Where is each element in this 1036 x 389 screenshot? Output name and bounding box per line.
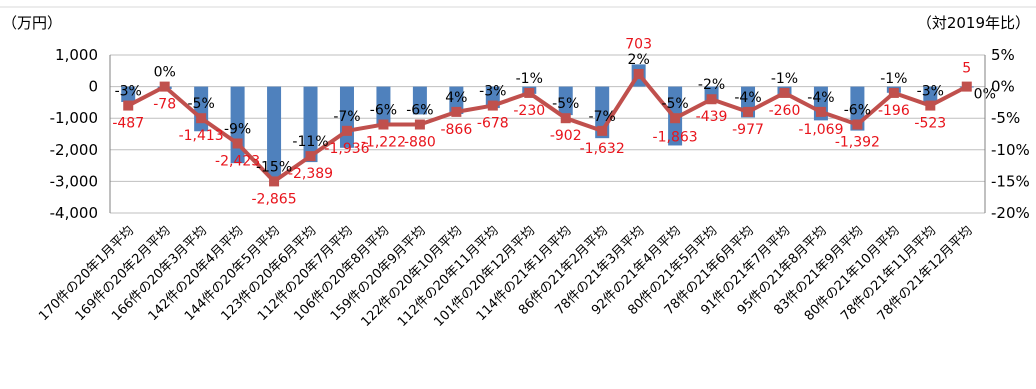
line-marker xyxy=(378,119,389,130)
bar xyxy=(303,86,318,163)
line-data-label: -6% xyxy=(370,103,397,119)
line-marker xyxy=(633,68,644,79)
line-data-label: -7% xyxy=(333,109,360,125)
line-data-label: -4% xyxy=(807,90,834,106)
left-tick-label: -3,000 xyxy=(50,172,98,190)
bar-data-label: -2,865 xyxy=(251,191,296,207)
right-tick-label: 5% xyxy=(991,46,1015,64)
line-marker xyxy=(925,100,936,111)
line-data-label: -7% xyxy=(589,109,616,125)
line-marker xyxy=(196,113,207,124)
bar-data-label: -78 xyxy=(153,97,176,113)
line-marker xyxy=(524,87,535,98)
line-marker xyxy=(341,125,352,136)
bar-data-label: 5 xyxy=(962,61,971,77)
bar-data-label: -523 xyxy=(914,116,946,132)
line-data-label: -9% xyxy=(224,121,251,137)
bar-data-label: -1,936 xyxy=(324,141,369,157)
bar xyxy=(267,86,282,178)
right-tick-label: -10% xyxy=(991,141,1030,159)
bar-data-label: -1,222 xyxy=(361,135,406,151)
line-data-label: -5% xyxy=(552,96,579,112)
line-marker xyxy=(305,151,316,162)
line-marker xyxy=(159,81,170,92)
yoy-line xyxy=(127,71,968,184)
line-marker xyxy=(670,113,681,124)
line-marker xyxy=(487,100,498,111)
line-data-label: -2% xyxy=(698,77,725,93)
line-marker xyxy=(123,100,134,111)
line-marker xyxy=(560,113,571,124)
bar-data-label: -1,413 xyxy=(179,128,224,144)
left-tick-label: 0 xyxy=(88,78,98,96)
line-marker xyxy=(815,106,826,117)
line-data-label: -3% xyxy=(115,84,142,100)
line-marker xyxy=(451,106,462,117)
bar xyxy=(412,86,427,115)
line-marker xyxy=(779,87,790,98)
left-tick-label: -2,000 xyxy=(50,141,98,159)
left-tick-label: 1,000 xyxy=(55,46,98,64)
bar-data-label: -1,863 xyxy=(653,129,698,145)
line-data-label: -11% xyxy=(292,134,328,150)
line-data-label: 4% xyxy=(445,90,467,106)
line-data-label: -5% xyxy=(188,96,215,112)
line-marker xyxy=(597,125,608,136)
right-tick-label: -15% xyxy=(991,172,1030,190)
bar-data-label: -902 xyxy=(550,128,582,144)
line-marker xyxy=(743,106,754,117)
left-axis-unit: （万円） xyxy=(2,14,62,32)
line-data-label: -15% xyxy=(256,159,292,175)
bar-data-label: 703 xyxy=(625,36,652,52)
line-marker xyxy=(888,87,899,98)
bar-data-label: -439 xyxy=(696,109,728,125)
line-data-label: -4% xyxy=(734,90,761,106)
line-data-label: -3% xyxy=(917,84,944,100)
bar xyxy=(923,86,938,104)
bar-data-label: -2,423 xyxy=(215,153,260,169)
left-tick-label: -1,000 xyxy=(50,109,98,127)
bar-data-label: -487 xyxy=(112,116,144,132)
line-marker xyxy=(414,119,425,130)
line-marker xyxy=(269,176,280,187)
bar-data-label: -230 xyxy=(513,103,545,119)
left-tick-label: -4,000 xyxy=(50,204,98,222)
line-data-label: -1% xyxy=(516,71,543,87)
right-tick-label: -5% xyxy=(991,109,1020,127)
line-data-label: -1% xyxy=(880,71,907,87)
line-marker xyxy=(232,138,243,149)
right-tick-label: 0% xyxy=(991,78,1015,96)
bar xyxy=(558,86,573,116)
bar-data-label: -260 xyxy=(769,103,801,119)
bar-data-label: -1,392 xyxy=(835,135,880,151)
bar xyxy=(121,86,136,102)
line-data-label: -6% xyxy=(406,103,433,119)
right-axis-unit: （対2019年比） xyxy=(917,14,1030,32)
line-data-label: 0% xyxy=(154,65,176,81)
line-data-label: -3% xyxy=(479,84,506,100)
bar-data-label: -866 xyxy=(440,122,472,138)
line-data-label: -5% xyxy=(661,96,688,112)
bar-data-label: -880 xyxy=(404,135,436,151)
bar-data-label: -2,389 xyxy=(288,166,333,182)
line-marker xyxy=(706,94,717,105)
line-marker xyxy=(961,81,972,92)
bar-data-label: -678 xyxy=(477,116,509,132)
line-data-label: -6% xyxy=(844,103,871,119)
line-data-label: 2% xyxy=(628,52,650,68)
bar-data-label: -1,069 xyxy=(798,122,843,138)
bar-data-label: -977 xyxy=(732,122,764,138)
bar xyxy=(376,86,391,126)
bar-data-label: -1,632 xyxy=(580,141,625,157)
bar-data-label: -196 xyxy=(878,103,910,119)
line-data-label: -1% xyxy=(771,71,798,87)
right-tick-label: -20% xyxy=(991,204,1030,222)
line-marker xyxy=(852,119,863,130)
